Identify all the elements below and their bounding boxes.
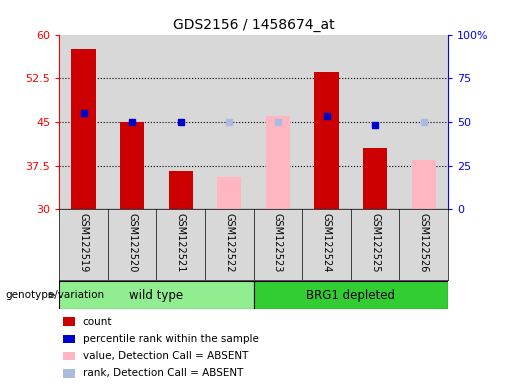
Bar <box>253 35 302 209</box>
Bar <box>411 160 436 209</box>
Text: rank, Detection Call = ABSENT: rank, Detection Call = ABSENT <box>82 368 243 379</box>
Text: GSM122519: GSM122519 <box>78 213 89 272</box>
Bar <box>157 35 205 209</box>
Bar <box>302 35 351 209</box>
Text: value, Detection Call = ABSENT: value, Detection Call = ABSENT <box>82 351 248 361</box>
Bar <box>205 35 253 209</box>
Bar <box>266 116 290 209</box>
Bar <box>363 148 387 209</box>
Bar <box>108 35 157 209</box>
Text: GSM122523: GSM122523 <box>273 213 283 272</box>
Bar <box>72 49 96 209</box>
Bar <box>253 281 448 309</box>
Text: wild type: wild type <box>129 289 183 302</box>
Text: genotype/variation: genotype/variation <box>5 290 104 300</box>
Bar <box>63 352 75 360</box>
Bar <box>168 171 193 209</box>
Text: count: count <box>82 316 112 327</box>
Text: BRG1 depleted: BRG1 depleted <box>306 289 396 302</box>
Bar <box>400 35 448 209</box>
Bar <box>63 335 75 343</box>
Bar <box>351 35 400 209</box>
Bar <box>63 369 75 377</box>
Bar <box>120 122 144 209</box>
Bar <box>59 35 108 209</box>
Text: percentile rank within the sample: percentile rank within the sample <box>82 334 259 344</box>
Bar <box>217 177 242 209</box>
Bar <box>314 73 339 209</box>
Bar <box>63 318 75 326</box>
Title: GDS2156 / 1458674_at: GDS2156 / 1458674_at <box>173 18 334 32</box>
Text: GSM122522: GSM122522 <box>225 213 234 272</box>
Text: GSM122526: GSM122526 <box>419 213 429 272</box>
Text: GSM122524: GSM122524 <box>321 213 332 272</box>
Text: GSM122521: GSM122521 <box>176 213 186 272</box>
Bar <box>59 281 253 309</box>
Text: GSM122520: GSM122520 <box>127 213 137 272</box>
Text: GSM122525: GSM122525 <box>370 213 380 272</box>
